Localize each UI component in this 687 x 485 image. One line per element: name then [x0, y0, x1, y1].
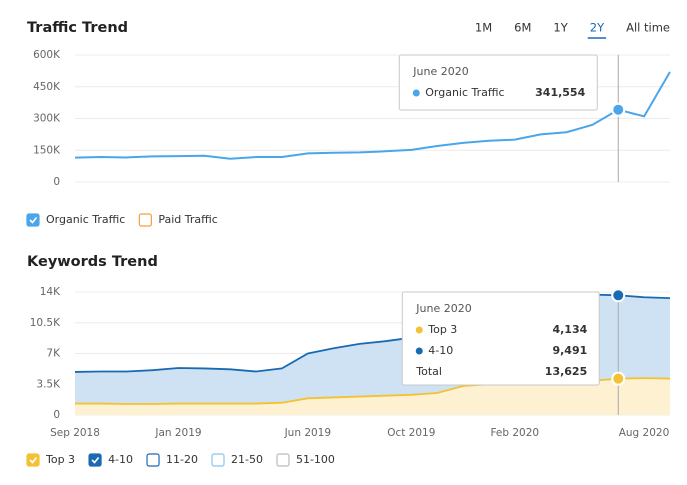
x-tick-label: Jan 2019 — [154, 427, 201, 439]
checkbox[interactable] — [88, 453, 102, 467]
tooltip-series: Top 3 — [427, 323, 457, 336]
chart-title: Keywords Trend — [27, 254, 158, 270]
hover-point — [611, 288, 626, 303]
chart-title: Traffic Trend — [27, 20, 128, 36]
legend-label[interactable]: Paid Traffic — [158, 213, 217, 226]
checkbox[interactable] — [138, 213, 152, 227]
tooltip-value: 341,554 — [535, 86, 585, 99]
tooltip-title: June 2020 — [412, 65, 468, 78]
legend-label[interactable]: 4-10 — [108, 453, 133, 466]
tooltip-series: Organic Traffic — [425, 86, 504, 99]
y-tick-label: 14K — [40, 286, 61, 298]
tooltip-title: June 2020 — [415, 302, 471, 315]
checkbox[interactable] — [276, 453, 290, 467]
tooltip — [398, 54, 598, 111]
range-button[interactable]: 2Y — [590, 21, 605, 35]
y-tick-label: 0 — [53, 409, 60, 421]
y-tick-label: 450K — [33, 81, 61, 93]
checkbox[interactable] — [26, 213, 40, 227]
range-button[interactable]: 1Y — [553, 21, 568, 35]
legend-label[interactable]: 11-20 — [166, 453, 198, 466]
legend-label[interactable]: 51-100 — [296, 453, 335, 466]
x-tick-label: Oct 2019 — [387, 427, 435, 439]
tooltip-value: 4,134 — [552, 323, 587, 336]
checkbox[interactable] — [26, 453, 40, 467]
range-button[interactable]: 1M — [475, 21, 492, 35]
tooltip-dot — [415, 326, 423, 334]
y-tick-label: 150K — [33, 144, 61, 156]
hover-point — [611, 102, 626, 117]
legend-label[interactable]: 21-50 — [231, 453, 263, 466]
hover-point — [611, 371, 626, 386]
legend-label[interactable]: Top 3 — [45, 453, 75, 466]
tooltip-dot — [412, 89, 420, 97]
x-tick-label: Aug 2020 — [619, 427, 670, 439]
x-tick-label: Sep 2018 — [50, 427, 100, 439]
range-button[interactable]: All time — [626, 21, 670, 35]
range-button[interactable]: 6M — [514, 21, 531, 35]
checkmark — [29, 217, 38, 224]
tooltip — [401, 291, 600, 386]
checkmark — [91, 457, 100, 464]
x-tick-label: Feb 2020 — [490, 427, 539, 439]
y-tick-label: 3.5K — [36, 378, 61, 390]
legend-label[interactable]: Organic Traffic — [46, 213, 125, 226]
x-tick-label: Jun 2019 — [284, 427, 331, 439]
tooltip-series: 4-10 — [428, 344, 453, 357]
y-tick-label: 7K — [46, 348, 61, 360]
checkmark — [29, 457, 38, 464]
y-tick-label: 300K — [33, 113, 61, 125]
tooltip-value: 9,491 — [552, 344, 587, 357]
tooltip-dot — [415, 347, 423, 355]
tooltip-total-label: Total — [415, 365, 442, 378]
y-tick-label: 0 — [53, 176, 60, 188]
y-tick-label: 10.5K — [30, 317, 61, 329]
tooltip-total: 13,625 — [545, 365, 587, 378]
line — [74, 71, 671, 160]
checkbox[interactable] — [211, 453, 225, 467]
y-tick-label: 600K — [33, 49, 61, 61]
checkbox[interactable] — [146, 453, 160, 467]
